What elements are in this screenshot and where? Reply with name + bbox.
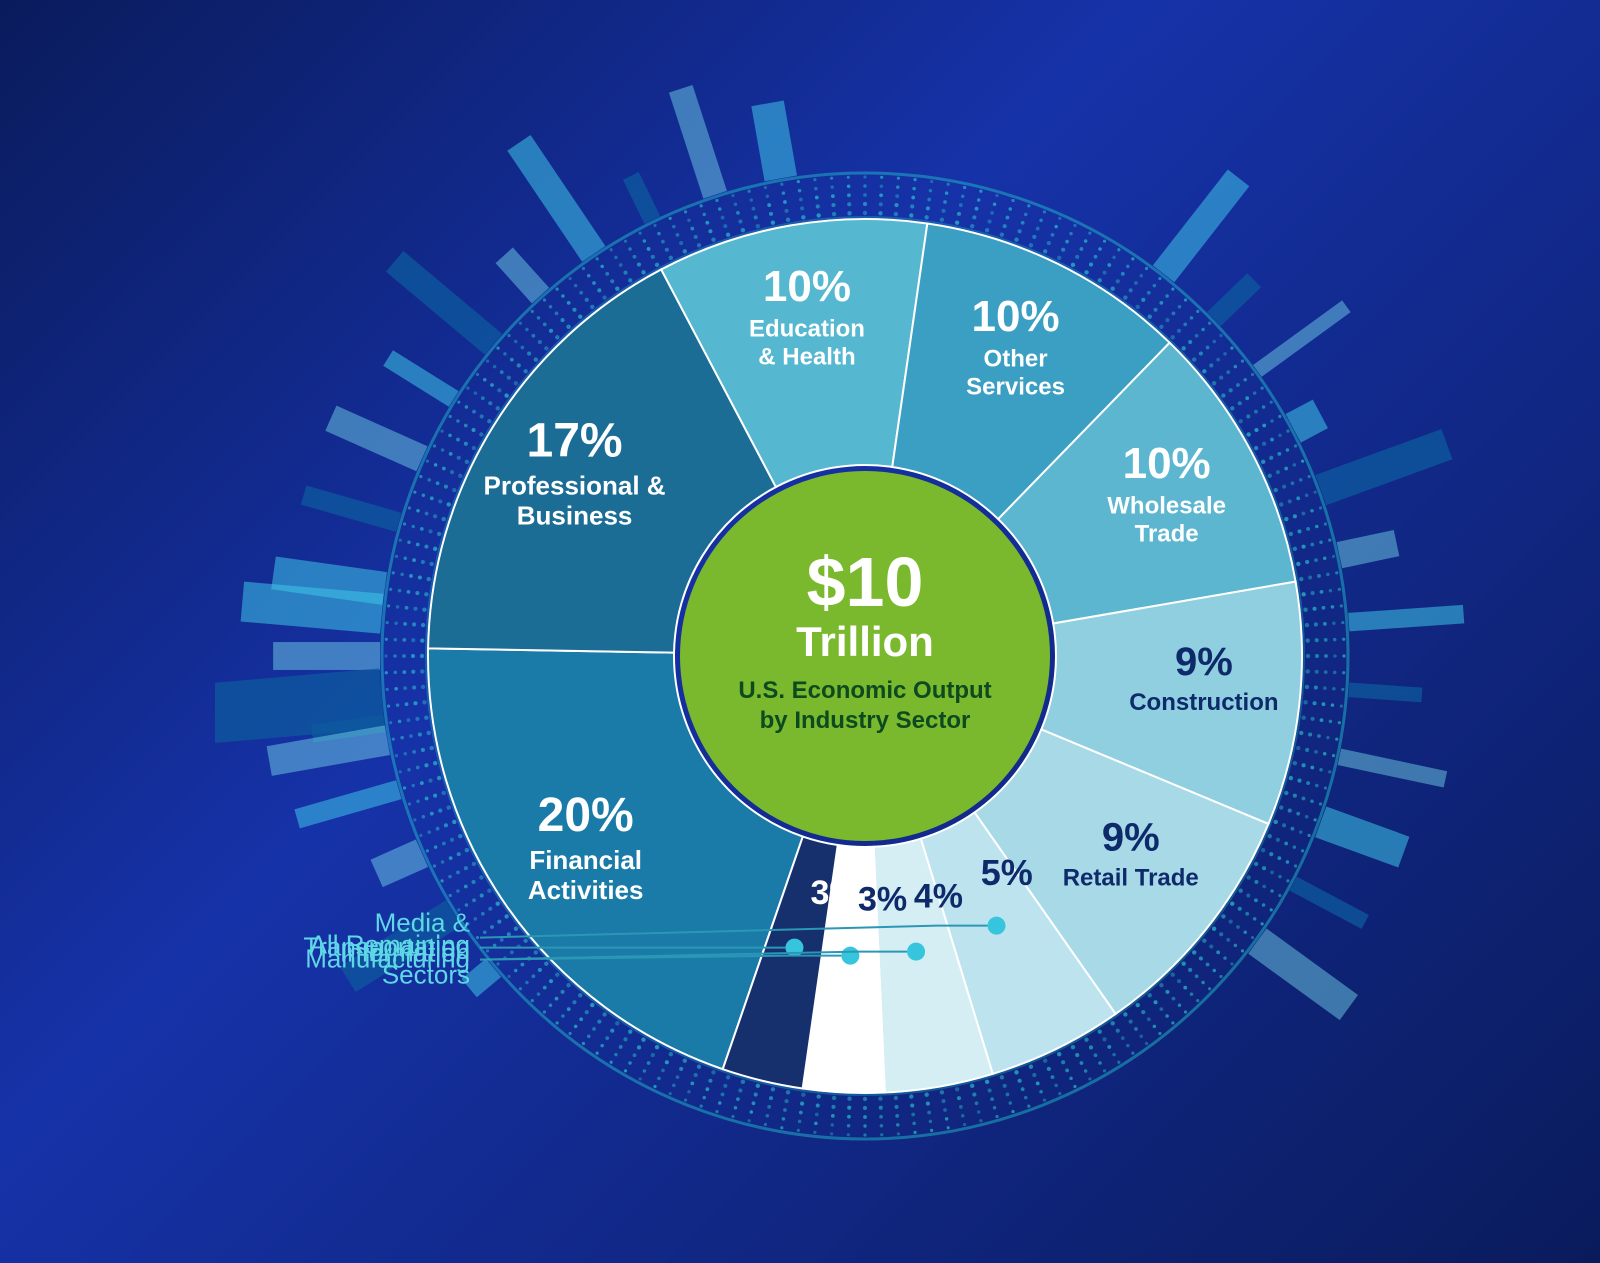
slice-label: Other — [984, 345, 1048, 372]
slice-label: Education — [749, 315, 865, 342]
center-circle: $10Trillion U.S. Economic Output by Indust… — [680, 471, 1050, 841]
slice-percent: 3% — [810, 873, 859, 911]
slice-percent: 10% — [1123, 438, 1211, 487]
center-unit: Trillion — [796, 618, 934, 665]
leader-dot — [841, 946, 859, 964]
slice-label: Wholesale — [1107, 492, 1226, 519]
slice-percent: 17% — [527, 414, 623, 467]
leader-dot — [907, 942, 925, 960]
slice-percent: 20% — [538, 788, 634, 841]
slice-label: Trade — [1135, 520, 1199, 547]
slice-label: Financial — [529, 844, 642, 874]
slice-label: Retail Trade — [1063, 864, 1199, 891]
slice-label: Services — [966, 373, 1065, 400]
slice-percent: 9% — [1102, 815, 1160, 859]
slice-label: Business — [517, 500, 633, 530]
slice-percent: 10% — [972, 291, 1060, 340]
slice-percent: 3% — [858, 880, 907, 918]
center-sub1: U.S. Economic Output — [738, 677, 991, 704]
slice-percent: 9% — [1175, 639, 1233, 683]
center-sub2: by Industry Sector — [760, 707, 971, 734]
leader-dot — [988, 916, 1006, 934]
pie-chart-svg: 20%FinancialActivities 17%Professional &B… — [215, 56, 1515, 1256]
slice-percent: 4% — [914, 877, 963, 915]
center-amount: $10 — [807, 543, 924, 621]
slice-label: Construction — [1129, 689, 1278, 716]
slice-percent: 10% — [763, 261, 851, 310]
external-label: Information — [340, 937, 470, 967]
slice-percent: 5% — [981, 852, 1033, 893]
slice-label: Professional & — [484, 470, 666, 500]
slice-label: Activities — [528, 874, 644, 904]
pie-chart-container: 20%FinancialActivities 17%Professional &B… — [215, 56, 1515, 1256]
slice-label: & Health — [758, 343, 855, 370]
